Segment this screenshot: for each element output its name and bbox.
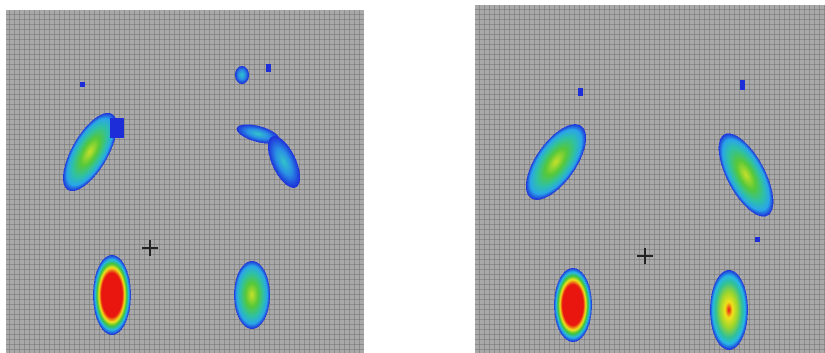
pressure-view xyxy=(0,0,825,353)
blob xyxy=(554,268,592,342)
blob xyxy=(235,66,249,84)
blob xyxy=(740,80,745,90)
blob xyxy=(110,118,124,138)
page xyxy=(0,0,825,353)
blob xyxy=(93,255,131,335)
blob xyxy=(755,237,760,242)
blob xyxy=(578,88,583,96)
blob xyxy=(234,261,270,329)
right-panel xyxy=(475,5,825,353)
blob xyxy=(266,64,271,72)
blob xyxy=(80,82,85,87)
blob xyxy=(710,270,748,350)
grid xyxy=(6,10,364,353)
left-panel xyxy=(6,10,364,353)
